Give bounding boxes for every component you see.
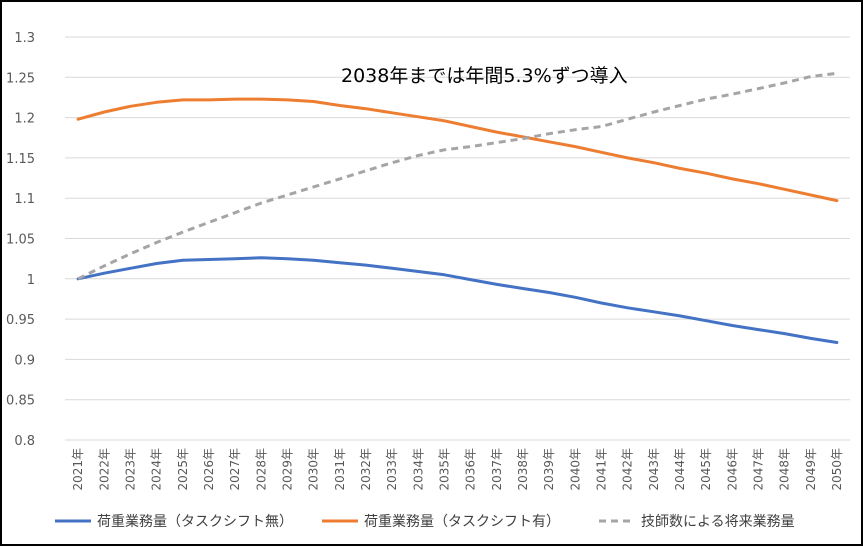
series-lines [76,71,839,344]
x-tick-label: 2044年 [673,448,687,491]
y-tick-label: 1.25 [6,71,35,86]
x-tick-label: 2038年 [516,448,530,491]
legend: 荷重業務量（タスクシフト無） 荷重業務量（タスクシフト有） 技師数による将来業務量 [55,514,795,530]
x-tick-label: 2047年 [751,448,765,491]
x-axis-ticks: 2021年 2022年 2023年 2024年 2025年 2026年 2027年 2028年… [71,448,844,491]
x-tick-label: 2021年 [71,448,85,491]
y-tick-label: 1.1 [14,192,35,207]
x-tick-label: 2050年 [830,448,844,491]
y-tick-label: 1.3 [14,31,35,46]
x-tick-label: 2037年 [490,448,504,491]
x-tick-label: 2045年 [699,448,713,491]
y-tick-label: 0.8 [14,434,35,449]
x-tick-label: 2034年 [411,448,425,491]
series-line-3 [77,71,838,281]
x-tick-label: 2042年 [621,448,635,491]
x-tick-label: 2041年 [594,448,608,491]
x-tick-label: 2035年 [437,448,451,491]
x-tick-label: 2033年 [385,448,399,491]
x-tick-label: 2025年 [176,448,190,491]
x-tick-label: 2040年 [568,448,582,491]
x-tick-label: 2024年 [150,448,164,491]
x-tick-label: 2030年 [307,448,321,491]
x-tick-label: 2028年 [254,448,268,491]
y-tick-label: 0.85 [6,394,35,409]
y-tick-label: 1.15 [6,152,35,167]
gridlines [65,36,850,441]
y-axis-ticks: 0.8 0.85 0.9 0.95 1 1.05 1.1 1.15 1.2 1.25 1.3 [6,31,35,449]
legend-label: 荷重業務量（タスクシフト無） [97,514,293,530]
x-tick-label: 2046年 [725,448,739,491]
series-line-1 [76,256,839,344]
x-tick-label: 2032年 [359,448,373,491]
legend-label: 荷重業務量（タスクシフト有） [364,514,560,530]
x-tick-label: 2026年 [202,448,216,491]
chart-annotation: 2038年までは年間5.3%ずつ導入 [341,65,628,87]
series-line-2 [76,97,839,203]
x-tick-label: 2036年 [464,448,478,491]
x-tick-label: 2029年 [280,448,294,491]
x-tick-label: 2049年 [804,448,818,491]
y-tick-label: 1.2 [14,112,35,127]
x-tick-label: 2048年 [778,448,792,491]
x-tick-label: 2022年 [97,448,111,491]
x-tick-label: 2023年 [123,448,137,491]
x-tick-label: 2039年 [542,448,556,491]
x-tick-label: 2031年 [333,448,347,491]
y-tick-label: 0.9 [14,353,35,368]
x-tick-label: 2043年 [647,448,661,491]
x-tick-label: 2027年 [228,448,242,491]
y-tick-label: 0.95 [6,313,35,328]
y-tick-label: 1 [27,273,35,288]
y-tick-label: 1.05 [6,233,35,248]
legend-label: 技師数による将来業務量 [641,514,795,530]
